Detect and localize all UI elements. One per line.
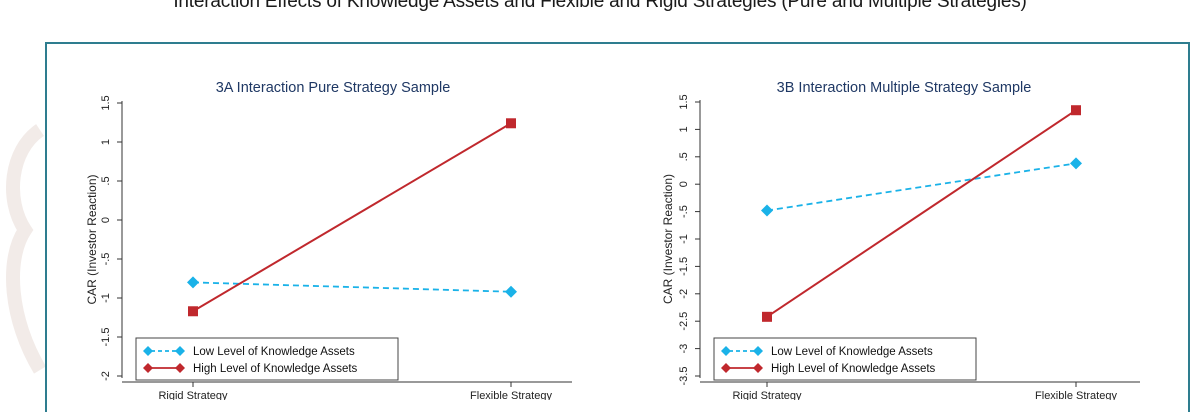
legend-label: Low Level of Knowledge Assets: [771, 346, 933, 358]
y-tick-label: -3.5: [678, 367, 690, 386]
y-tick-label: -3: [678, 344, 690, 354]
legend-marker: [721, 346, 731, 356]
chart-title: 3A Interaction Pure Strategy Sample: [216, 80, 451, 96]
y-tick-label: 1.5: [678, 94, 690, 109]
y-tick-label: -.5: [100, 253, 112, 266]
y-tick-label: -1.5: [100, 328, 112, 347]
series-line-high: [766, 109, 1077, 318]
series-line-high: [192, 122, 512, 313]
data-point: [187, 276, 199, 289]
x-tick-label: Rigid Strategy: [158, 390, 228, 400]
y-tick-label: 1: [678, 126, 690, 132]
y-tick-label: 1.5: [100, 95, 112, 110]
legend-label: Low Level of Knowledge Assets: [193, 346, 355, 358]
y-tick-label: .5: [678, 152, 690, 161]
y-tick-label: 0: [100, 217, 112, 223]
x-tick-label: Rigid Strategy: [732, 390, 802, 400]
series-line-low: [766, 162, 1077, 212]
chart-3a: 3A Interaction Pure Strategy Sample -2 -1.…: [85, 80, 572, 400]
legend-box: [135, 337, 399, 381]
y-tick-label: -2: [678, 289, 690, 299]
data-point: [1071, 105, 1081, 116]
legend-marker: [175, 346, 185, 356]
legend-marker: [143, 363, 153, 373]
legend-marker: [753, 346, 763, 356]
data-point: [188, 306, 198, 317]
watermark-logo: [6, 124, 45, 374]
y-tick-label: 0: [678, 181, 690, 187]
y-tick-label: -2: [100, 371, 112, 381]
y-axis-label: CAR (Investor Reaction): [661, 174, 675, 304]
y-tick-label: 1: [100, 139, 112, 145]
data-point: [1070, 157, 1082, 170]
x-tick-label: Flexible Strategy: [470, 390, 552, 400]
legend-marker: [143, 346, 153, 356]
chart-title: 3B Interaction Multiple Strategy Sample: [777, 80, 1032, 96]
y-tick-label: .5: [100, 176, 112, 185]
figure-title: Interaction Effects of Knowledge Assets …: [173, 0, 1027, 12]
data-point: [761, 204, 773, 217]
data-point: [506, 118, 516, 129]
legend-entry: High Level of Knowledge Assets: [143, 363, 358, 375]
y-tick-label: -.5: [678, 205, 690, 218]
y-tick-label: -2.5: [678, 312, 690, 331]
legend-entry: High Level of Knowledge Assets: [721, 363, 936, 375]
chart-3b: 3B Interaction Multiple Strategy Sample -…: [661, 80, 1140, 400]
legend-label: High Level of Knowledge Assets: [193, 363, 358, 375]
y-tick-label: -1: [678, 234, 690, 244]
legend-marker: [721, 363, 731, 373]
legend-entry: Low Level of Knowledge Assets: [143, 346, 355, 358]
y-axis-label: CAR (Investor Reaction): [85, 174, 99, 304]
y-tick-label: -1: [100, 293, 112, 303]
legend-entry: Low Level of Knowledge Assets: [721, 346, 933, 358]
legend-box: [713, 337, 977, 381]
data-point: [762, 311, 772, 322]
data-point: [505, 285, 517, 298]
series-line-low: [192, 281, 512, 293]
legend-marker: [753, 363, 763, 373]
legend-label: High Level of Knowledge Assets: [771, 363, 936, 375]
y-tick-label: -1.5: [678, 257, 690, 276]
legend-marker: [175, 363, 185, 373]
x-tick-label: Flexible Strategy: [1035, 390, 1117, 400]
